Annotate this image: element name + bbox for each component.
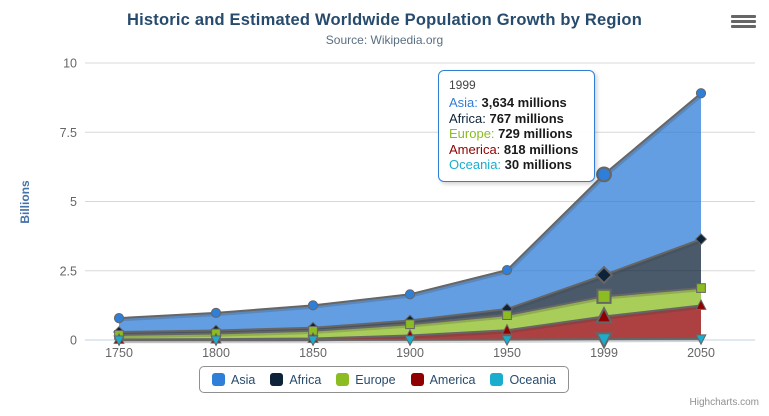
- tooltip-series-value: 767 millions: [489, 110, 564, 126]
- marker-oceania-2050[interactable]: [695, 334, 707, 346]
- area-asia[interactable]: [119, 93, 701, 332]
- x-tick-label: 1750: [105, 346, 133, 360]
- marker-oceania-1950[interactable]: [501, 335, 513, 347]
- marker-asia-1750[interactable]: [113, 312, 125, 324]
- marker-america-1999[interactable]: [595, 306, 613, 324]
- legend-item-europe[interactable]: Europe: [336, 372, 396, 387]
- credits-link[interactable]: Highcharts.com: [689, 397, 759, 408]
- marker-asia-1900[interactable]: [404, 289, 416, 300]
- marker-asia-1850[interactable]: [307, 300, 319, 311]
- legend-item-oceania[interactable]: Oceania: [490, 373, 556, 387]
- marker-oceania-1900[interactable]: [404, 335, 416, 347]
- axis-labels: 0 2.5 5 7.5 10 1750 1800 1850 1900 1950 1999 2050 Bi…: [18, 57, 715, 361]
- y-tick-label: 10: [63, 57, 77, 71]
- marker-europe-1999[interactable]: [596, 288, 612, 304]
- marker-oceania-1850[interactable]: [307, 335, 319, 347]
- marker-europe-1900[interactable]: [405, 319, 415, 330]
- marker-oceania-1750[interactable]: [113, 335, 125, 347]
- legend-label: Oceania: [509, 372, 556, 387]
- x-tick-label: 1999: [590, 346, 618, 360]
- tooltip-series-name: Africa:: [449, 110, 490, 126]
- tooltip-row-oceania: Oceania: 30 millions: [449, 157, 584, 173]
- legend-label: Asia: [231, 372, 256, 387]
- x-tick-label: 1850: [299, 346, 327, 360]
- series-areas: [119, 93, 701, 340]
- x-tick-label: 1800: [202, 346, 230, 360]
- context-menu-button[interactable]: [731, 15, 756, 31]
- tooltip-row-europe: Europe: 729 millions: [449, 126, 584, 142]
- x-tick-label: 2050: [687, 346, 715, 360]
- y-axis-title: Billions: [18, 180, 32, 224]
- hamburger-icon: [731, 25, 756, 29]
- tooltip-series-value: 818 millions: [503, 141, 579, 157]
- hamburger-icon: [731, 15, 756, 18]
- legend-label: America: [429, 372, 476, 387]
- marker-america-1950[interactable]: [501, 323, 513, 335]
- legend-item-america[interactable]: America: [410, 372, 476, 387]
- series-markers: [113, 88, 707, 350]
- tooltip-series-value: 3,634 millions: [481, 95, 567, 110]
- legend-label: Europe: [355, 372, 396, 387]
- legend-label: Africa: [289, 372, 322, 387]
- tooltip: 1999 Asia: 3,634 millions Africa: 767 mil…: [438, 70, 595, 182]
- y-tick-label: 5: [70, 195, 77, 209]
- chart-subtitle: Source: Wikipedia.org: [325, 33, 444, 47]
- y-tick-label: 7.5: [60, 126, 77, 140]
- hamburger-icon: [731, 20, 756, 24]
- marker-asia-2050[interactable]: [695, 88, 707, 99]
- marker-europe-1950[interactable]: [502, 310, 512, 320]
- legend-swatch-icon: [270, 373, 284, 386]
- marker-europe-2050[interactable]: [696, 283, 706, 293]
- y-tick-label: 2.5: [60, 264, 77, 278]
- chart-title: Historic and Estimated Worldwide Populat…: [127, 11, 642, 29]
- tooltip-series-name: America:: [449, 141, 504, 157]
- legend: Asia Africa Europe America Oceania: [199, 366, 569, 393]
- x-tick-label: 1900: [396, 346, 424, 360]
- tooltip-series-value: 729 millions: [498, 126, 573, 142]
- area-africa[interactable]: [119, 239, 701, 335]
- y-tick-label: 0: [70, 334, 77, 348]
- area-america[interactable]: [119, 305, 701, 340]
- tooltip-rows: Asia: 3,634 millions Africa: 767 millions…: [449, 95, 584, 173]
- marker-africa-2050[interactable]: [695, 233, 707, 246]
- legend-swatch-icon: [490, 373, 504, 386]
- tooltip-series-name: Oceania:: [449, 157, 505, 173]
- legend-item-asia[interactable]: Asia: [212, 373, 255, 387]
- marker-asia-1800[interactable]: [210, 307, 222, 319]
- marker-africa-1999[interactable]: [594, 265, 614, 285]
- tooltip-row-asia: Asia: 3,634 millions: [449, 95, 584, 111]
- marker-asia-1999[interactable]: [596, 166, 612, 183]
- tooltip-series-name: Europe:: [449, 126, 499, 142]
- tooltip-header: 1999: [449, 78, 476, 92]
- legend-item-africa[interactable]: Africa: [270, 373, 321, 387]
- x-tick-label: 1950: [493, 346, 521, 360]
- marker-asia-1950[interactable]: [501, 265, 513, 276]
- tooltip-row-africa: Africa: 767 millions: [449, 111, 584, 127]
- tooltip-series-value: 30 millions: [504, 157, 572, 173]
- marker-oceania-1999[interactable]: [595, 332, 613, 350]
- tooltip-row-america: America: 818 millions: [449, 142, 584, 158]
- marker-oceania-1800[interactable]: [210, 335, 222, 347]
- legend-swatch-icon: [410, 373, 424, 386]
- legend-swatch-icon: [212, 373, 225, 386]
- marker-america-2050[interactable]: [695, 298, 707, 310]
- legend-swatch-icon: [336, 373, 350, 386]
- tooltip-series-name: Asia:: [449, 95, 482, 110]
